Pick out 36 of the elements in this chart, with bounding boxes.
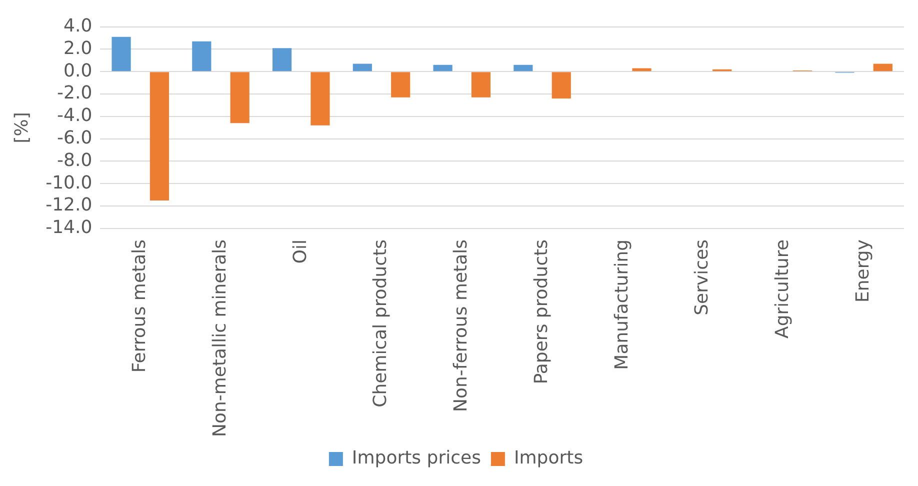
bar	[112, 36, 131, 72]
y-tick-label: 4.0	[64, 15, 92, 36]
y-tick-label: 2.0	[64, 38, 92, 59]
x-tick-label: Services	[692, 239, 713, 316]
bar	[514, 64, 533, 72]
bar	[391, 72, 410, 98]
legend-label: Imports prices	[352, 448, 481, 469]
x-tick-label: Oil	[290, 239, 311, 264]
bar	[192, 41, 212, 72]
x-tick-label: Papers products	[530, 239, 552, 384]
bar	[873, 64, 892, 72]
legend-label: Imports	[514, 448, 584, 469]
bar	[150, 72, 169, 200]
y-tick-label: -4.0	[57, 105, 92, 126]
x-tick-label: Manufacturing	[611, 239, 632, 370]
y-tick-label: 0.0	[64, 60, 92, 82]
x-tick-label: Non-ferrous metals	[450, 239, 472, 412]
y-tick-label: -6.0	[57, 128, 92, 149]
y-tick-label: -14.0	[46, 217, 92, 238]
y-tick-label: -12.0	[46, 194, 92, 216]
x-tick-label: Non-metallic minerals	[209, 239, 230, 438]
bar	[471, 72, 491, 98]
bar	[552, 72, 571, 99]
y-axis-title: [%]	[11, 112, 32, 144]
bar	[272, 48, 292, 72]
x-tick-label: Ferrous metals	[129, 239, 150, 373]
y-tick-label: -8.0	[57, 150, 92, 171]
y-tick-label: -2.0	[57, 82, 92, 104]
y-tick-label: -10.0	[46, 172, 92, 194]
x-tick-label: Chemical products	[370, 239, 392, 408]
bar	[352, 64, 372, 72]
bar	[433, 64, 452, 72]
bar	[230, 72, 250, 124]
x-tick-label: Agriculture	[772, 239, 794, 338]
bar	[310, 72, 330, 126]
x-tick-label: Energy	[852, 239, 874, 303]
